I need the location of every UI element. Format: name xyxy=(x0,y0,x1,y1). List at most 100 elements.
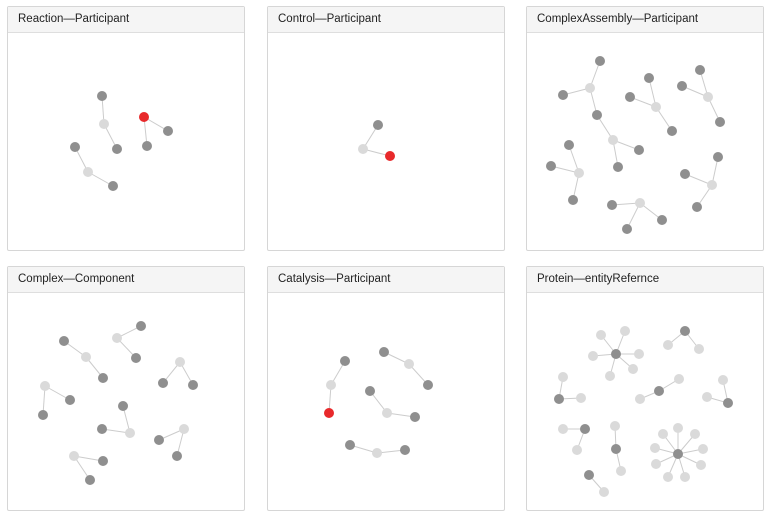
graph-node[interactable] xyxy=(163,126,173,136)
graph-node[interactable] xyxy=(703,92,713,102)
graph-node[interactable] xyxy=(576,393,586,403)
graph-node[interactable] xyxy=(358,144,368,154)
graph-node[interactable] xyxy=(382,408,392,418)
graph-node[interactable] xyxy=(574,168,584,178)
graph-node[interactable] xyxy=(625,92,635,102)
graph-node[interactable] xyxy=(651,459,661,469)
graph-node[interactable] xyxy=(379,347,389,357)
graph-node[interactable] xyxy=(658,429,668,439)
graph-node[interactable] xyxy=(695,65,705,75)
graph-node[interactable] xyxy=(585,83,595,93)
graph-canvas[interactable] xyxy=(268,293,504,510)
graph-node[interactable] xyxy=(584,470,594,480)
graph-node[interactable] xyxy=(613,162,623,172)
graph-node[interactable] xyxy=(112,144,122,154)
graph-node[interactable] xyxy=(136,321,146,331)
graph-node[interactable] xyxy=(644,73,654,83)
graph-node[interactable] xyxy=(98,373,108,383)
graph-node[interactable] xyxy=(131,353,141,363)
graph-node[interactable] xyxy=(667,126,677,136)
graph-canvas[interactable] xyxy=(8,33,244,250)
graph-node[interactable] xyxy=(595,56,605,66)
graph-canvas[interactable] xyxy=(268,33,504,250)
graph-node[interactable] xyxy=(69,451,79,461)
graph-node[interactable] xyxy=(410,412,420,422)
graph-node[interactable] xyxy=(634,349,644,359)
graph-node[interactable] xyxy=(599,487,609,497)
graph-node[interactable] xyxy=(634,145,644,155)
graph-node[interactable] xyxy=(83,167,93,177)
graph-node[interactable] xyxy=(651,102,661,112)
graph-node[interactable] xyxy=(607,200,617,210)
graph-node[interactable] xyxy=(715,117,725,127)
graph-node[interactable] xyxy=(158,378,168,388)
graph-node[interactable] xyxy=(81,352,91,362)
graph-node[interactable] xyxy=(608,135,618,145)
graph-node[interactable] xyxy=(690,429,700,439)
graph-node-highlighted[interactable] xyxy=(324,408,334,418)
graph-node[interactable] xyxy=(99,119,109,129)
graph-node[interactable] xyxy=(663,472,673,482)
graph-canvas[interactable] xyxy=(527,293,763,510)
graph-node[interactable] xyxy=(558,424,568,434)
graph-node[interactable] xyxy=(404,359,414,369)
graph-node[interactable] xyxy=(118,401,128,411)
graph-node[interactable] xyxy=(628,364,638,374)
graph-node[interactable] xyxy=(702,392,712,402)
graph-node-highlighted[interactable] xyxy=(385,151,395,161)
graph-node[interactable] xyxy=(423,380,433,390)
graph-node[interactable] xyxy=(663,340,673,350)
graph-node[interactable] xyxy=(692,202,702,212)
graph-node[interactable] xyxy=(718,375,728,385)
graph-node[interactable] xyxy=(112,333,122,343)
graph-node-highlighted[interactable] xyxy=(139,112,149,122)
graph-node[interactable] xyxy=(65,395,75,405)
graph-node[interactable] xyxy=(154,435,164,445)
graph-node[interactable] xyxy=(673,449,683,459)
graph-node[interactable] xyxy=(580,424,590,434)
graph-node[interactable] xyxy=(635,394,645,404)
graph-node[interactable] xyxy=(611,349,621,359)
graph-node[interactable] xyxy=(373,120,383,130)
graph-node[interactable] xyxy=(723,398,733,408)
graph-node[interactable] xyxy=(340,356,350,366)
graph-node[interactable] xyxy=(680,472,690,482)
graph-canvas[interactable] xyxy=(527,33,763,250)
graph-node[interactable] xyxy=(596,330,606,340)
graph-node[interactable] xyxy=(592,110,602,120)
graph-node[interactable] xyxy=(70,142,80,152)
graph-node[interactable] xyxy=(179,424,189,434)
graph-node[interactable] xyxy=(372,448,382,458)
graph-node[interactable] xyxy=(546,161,556,171)
graph-node[interactable] xyxy=(97,424,107,434)
graph-node[interactable] xyxy=(654,386,664,396)
graph-node[interactable] xyxy=(568,195,578,205)
graph-node[interactable] xyxy=(97,91,107,101)
graph-node[interactable] xyxy=(142,141,152,151)
graph-node[interactable] xyxy=(38,410,48,420)
graph-node[interactable] xyxy=(611,444,621,454)
graph-node[interactable] xyxy=(400,445,410,455)
graph-node[interactable] xyxy=(622,224,632,234)
graph-node[interactable] xyxy=(558,90,568,100)
graph-node[interactable] xyxy=(172,451,182,461)
graph-node[interactable] xyxy=(698,444,708,454)
graph-node[interactable] xyxy=(365,386,375,396)
graph-node[interactable] xyxy=(108,181,118,191)
graph-node[interactable] xyxy=(694,344,704,354)
graph-node[interactable] xyxy=(650,443,660,453)
graph-node[interactable] xyxy=(616,466,626,476)
graph-node[interactable] xyxy=(673,423,683,433)
graph-node[interactable] xyxy=(558,372,568,382)
graph-node[interactable] xyxy=(572,445,582,455)
graph-node[interactable] xyxy=(680,326,690,336)
graph-node[interactable] xyxy=(40,381,50,391)
graph-node[interactable] xyxy=(345,440,355,450)
graph-node[interactable] xyxy=(564,140,574,150)
graph-node[interactable] xyxy=(674,374,684,384)
graph-node[interactable] xyxy=(620,326,630,336)
graph-node[interactable] xyxy=(680,169,690,179)
graph-node[interactable] xyxy=(188,380,198,390)
graph-node[interactable] xyxy=(59,336,69,346)
graph-node[interactable] xyxy=(635,198,645,208)
